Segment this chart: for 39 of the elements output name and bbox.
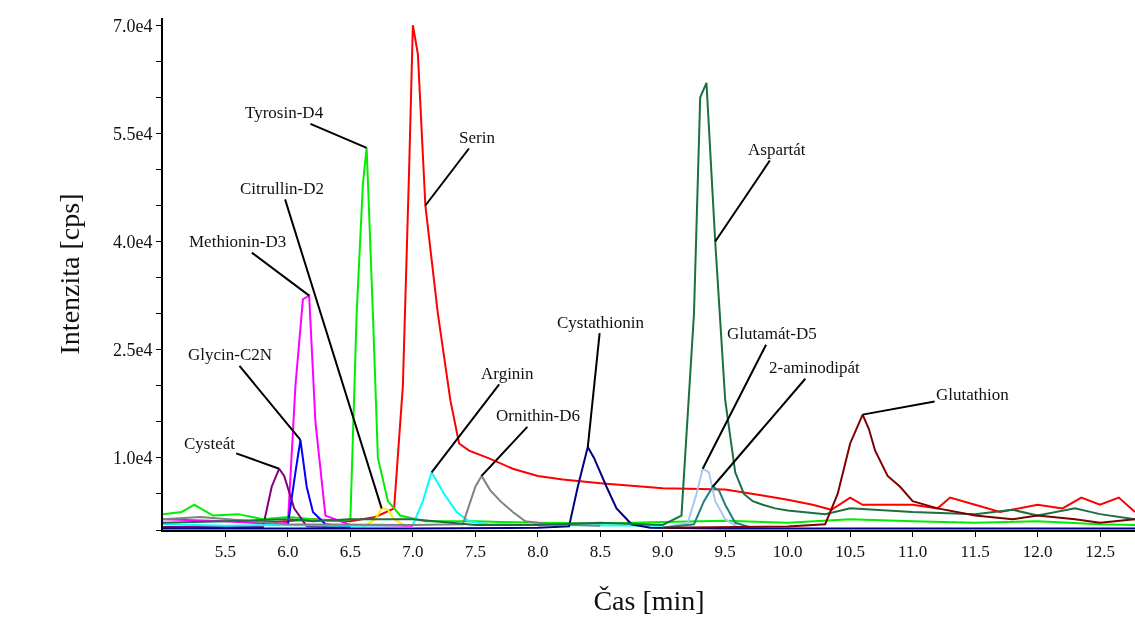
- text: Glycin-C2N: [188, 345, 273, 364]
- x-tick-label: 7.0: [402, 542, 424, 562]
- y-axis-title: Intenzita [cps]: [54, 193, 86, 355]
- y-tick-label: 1.0e4: [112, 448, 153, 469]
- y-tick-label: 4.0e4: [112, 231, 153, 252]
- y-tick-label: 7.0e4: [112, 15, 153, 36]
- x-tick-label: 9.5: [714, 542, 736, 562]
- text: 2-aminodipát: [769, 358, 860, 377]
- y-tick-label: 2.5e4: [112, 340, 153, 361]
- x-tick-label: 12.0: [1022, 542, 1053, 562]
- text: Aspartát: [748, 140, 806, 159]
- line-series: [661, 467, 739, 529]
- x-tick-label: 8.0: [527, 542, 549, 562]
- line-series: [661, 413, 1135, 529]
- x-tick-label: 11.5: [960, 542, 990, 562]
- text: Cystathionin: [557, 313, 645, 332]
- text: Ornithin-D6: [496, 406, 581, 425]
- y-tick-label: 5.5e4: [112, 123, 153, 144]
- x-tick-label: 5.5: [214, 542, 237, 562]
- line-series: [163, 467, 352, 529]
- text: Serin: [459, 128, 496, 147]
- x-tick-label: 12.5: [1085, 542, 1115, 562]
- x-tick-label: 7.5: [464, 542, 486, 562]
- text: Cysteát: [184, 434, 236, 453]
- x-tick-label: 9.0: [652, 542, 674, 562]
- x-tick-label: 11.0: [898, 542, 928, 562]
- text: Arginin: [481, 364, 535, 383]
- text: Methionin-D3: [189, 232, 287, 251]
- x-tick-label: 8.5: [589, 542, 611, 562]
- x-tick-label: 10.5: [835, 542, 866, 562]
- x-tick-label: 6.5: [339, 542, 362, 562]
- line-series: [163, 474, 602, 527]
- text: Citrullin-D2: [240, 179, 325, 198]
- text: Glutamát-D5: [727, 324, 817, 343]
- x-tick-label: 10.0: [772, 542, 803, 562]
- x-axis-title: Čas [min]: [593, 585, 705, 616]
- x-tick-label: 6.0: [277, 542, 299, 562]
- text: Tyrosin-D4: [245, 103, 324, 122]
- text: Glutathion: [936, 385, 1010, 404]
